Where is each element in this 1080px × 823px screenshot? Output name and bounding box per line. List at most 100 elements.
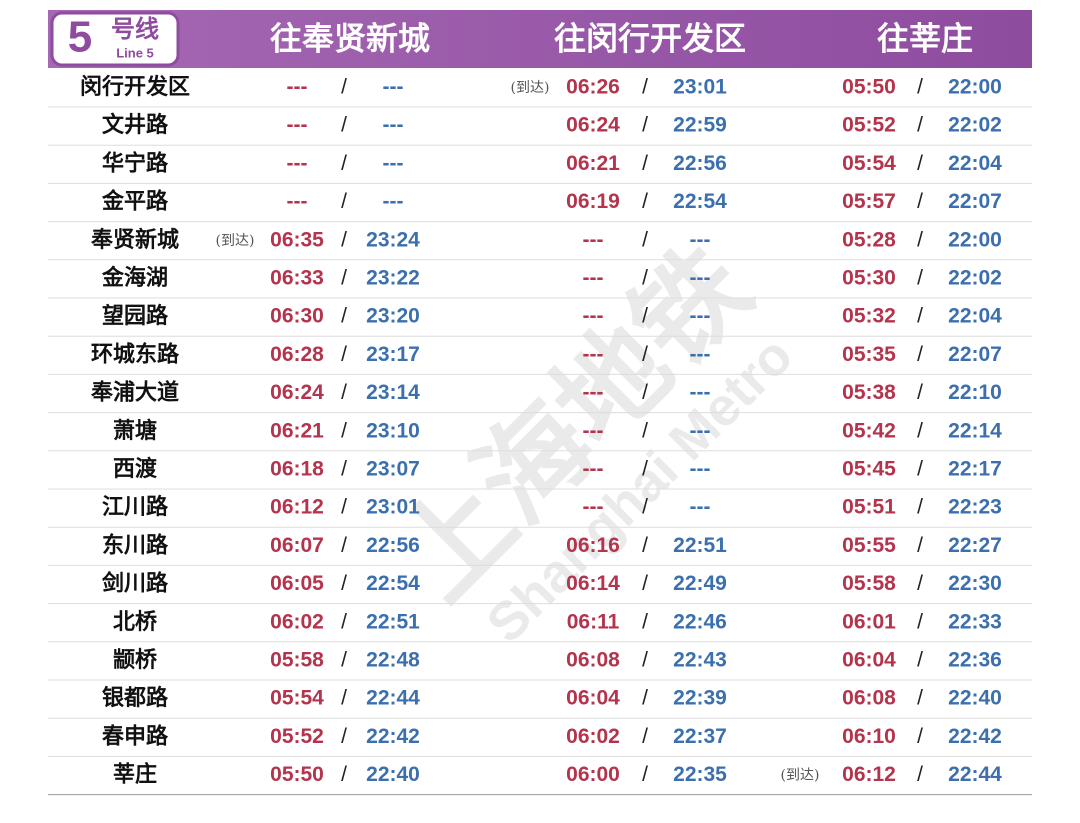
separator: / — [642, 572, 648, 595]
last-train: --- — [383, 76, 404, 99]
last-train: 22:35 — [673, 763, 727, 786]
first-train: 06:04 — [842, 649, 896, 672]
separator: / — [341, 343, 347, 366]
separator: / — [917, 190, 923, 213]
last-train: 22:44 — [948, 763, 1002, 786]
first-train: --- — [583, 305, 604, 328]
last-train: 23:10 — [366, 419, 420, 442]
separator: / — [642, 687, 648, 710]
station-name: 北桥 — [113, 609, 157, 635]
column-title: 往闵行开发区 — [554, 20, 746, 58]
first-train: 06:24 — [270, 381, 324, 404]
first-train: --- — [583, 496, 604, 519]
last-train: 22:44 — [366, 687, 420, 710]
first-train: 05:58 — [270, 649, 324, 672]
last-train: 22:02 — [948, 114, 1002, 137]
last-train: --- — [690, 381, 711, 404]
separator: / — [341, 305, 347, 328]
first-train: 05:35 — [842, 343, 896, 366]
last-train: 22:33 — [948, 610, 1002, 633]
separator: / — [917, 572, 923, 595]
last-train: 22:27 — [948, 534, 1002, 557]
last-train: --- — [690, 458, 711, 481]
separator: / — [917, 228, 923, 251]
station-name: 剑川路 — [101, 571, 169, 597]
last-train: 22:02 — [948, 267, 1002, 290]
line-badge — [50, 11, 180, 67]
last-train: 22:42 — [366, 725, 420, 748]
first-train: 06:35 — [270, 228, 324, 251]
last-train: 22:40 — [948, 687, 1002, 710]
separator: / — [642, 381, 648, 404]
station-name: 文井路 — [102, 112, 169, 138]
last-train: --- — [383, 190, 404, 213]
first-train: --- — [287, 76, 308, 99]
last-train: 23:14 — [366, 381, 420, 404]
first-train: 06:26 — [566, 76, 620, 99]
last-train: --- — [690, 343, 711, 366]
first-train: --- — [287, 152, 308, 175]
first-train: 06:16 — [566, 534, 620, 557]
first-train: 06:02 — [566, 725, 620, 748]
header-bar — [48, 10, 1032, 68]
last-train: 22:56 — [673, 152, 727, 175]
first-train: 06:01 — [842, 610, 896, 633]
station-name: 金平路 — [101, 189, 169, 215]
station-name: 江川路 — [102, 494, 169, 520]
last-train: 22:07 — [948, 343, 1002, 366]
line-cn: 号线 — [111, 15, 159, 43]
separator: / — [341, 190, 347, 213]
first-train: 06:05 — [270, 572, 324, 595]
first-train: 05:42 — [842, 419, 896, 442]
last-train: 22:54 — [366, 572, 420, 595]
separator: / — [341, 458, 347, 481]
separator: / — [642, 152, 648, 175]
separator: / — [341, 496, 347, 519]
first-train: 06:07 — [270, 534, 324, 557]
last-train: 23:01 — [366, 496, 420, 519]
first-train: --- — [583, 267, 604, 290]
station-name: 望园路 — [102, 303, 169, 329]
separator: / — [341, 267, 347, 290]
first-train: 05:32 — [842, 305, 896, 328]
first-train: 06:00 — [566, 763, 620, 786]
first-train: --- — [583, 343, 604, 366]
first-train: 05:38 — [842, 381, 896, 404]
last-train: 23:24 — [366, 228, 420, 251]
first-train: 06:33 — [270, 267, 324, 290]
first-train: 06:19 — [566, 190, 620, 213]
first-train: --- — [583, 381, 604, 404]
station-name: 萧塘 — [113, 418, 157, 444]
line-number: 5 — [68, 13, 92, 62]
first-train: 05:45 — [842, 458, 896, 481]
separator: / — [642, 343, 648, 366]
last-train: 22:30 — [948, 572, 1002, 595]
separator: / — [642, 725, 648, 748]
separator: / — [341, 610, 347, 633]
last-train: 22:00 — [948, 228, 1002, 251]
last-train: --- — [690, 419, 711, 442]
last-train: 22:23 — [948, 496, 1002, 519]
arrival-note: (到达) — [216, 233, 255, 249]
last-train: 22:07 — [948, 190, 1002, 213]
separator: / — [341, 649, 347, 672]
separator: / — [917, 305, 923, 328]
last-train: 22:04 — [948, 152, 1002, 175]
station-name: 东川路 — [102, 532, 169, 558]
station-name: 闵行开发区 — [80, 74, 190, 100]
station-name: 金海湖 — [101, 265, 168, 291]
first-train: 06:11 — [567, 610, 620, 633]
first-train: --- — [583, 458, 604, 481]
last-train: 22:04 — [948, 305, 1002, 328]
separator: / — [341, 419, 347, 442]
last-train: 22:48 — [366, 649, 420, 672]
first-train: 06:28 — [270, 343, 324, 366]
last-train: 22:00 — [948, 76, 1002, 99]
last-train: 22:17 — [948, 458, 1002, 481]
last-train: --- — [383, 114, 404, 137]
last-train: --- — [690, 496, 711, 519]
last-train: --- — [690, 305, 711, 328]
first-train: 05:57 — [842, 190, 896, 213]
first-train: 05:54 — [842, 152, 896, 175]
